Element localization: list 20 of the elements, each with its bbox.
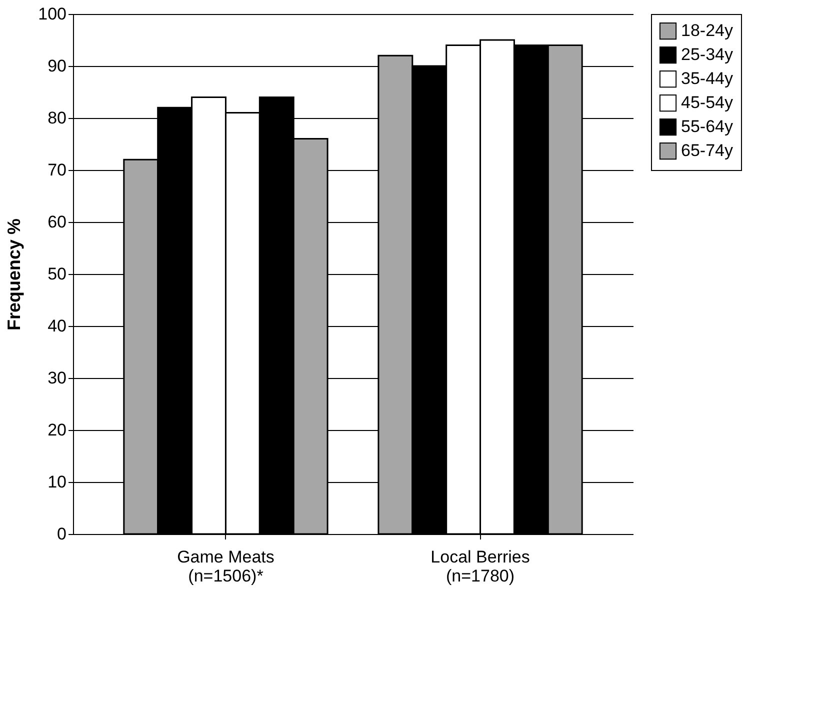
legend-label: 65-74y [681, 141, 734, 160]
legend-label: 25-34y [681, 45, 734, 64]
y-tick-label: 50 [48, 264, 66, 284]
y-tick-label: 40 [48, 316, 66, 336]
y-tick-label: 90 [48, 56, 66, 76]
legend-label: 35-44y [681, 69, 734, 88]
y-axis-title: Frequency % [4, 218, 24, 331]
y-tick-label: 30 [48, 368, 66, 388]
x-tick-label: Game Meats (n=1506)* [177, 548, 274, 586]
y-tick-label: 0 [57, 524, 66, 544]
legend-label: 18-24y [681, 21, 734, 40]
y-tick-label: 80 [48, 108, 66, 128]
legend-label: 45-54y [681, 93, 734, 112]
y-tick-label: 20 [48, 420, 66, 440]
y-tick-label: 60 [48, 212, 66, 232]
y-tick-label: 70 [48, 160, 66, 180]
y-tick-label: 100 [38, 4, 66, 24]
legend-label: 55-64y [681, 117, 734, 136]
x-tick-label: Local Berries (n=1780) [430, 548, 530, 586]
y-tick-label: 10 [48, 472, 66, 492]
